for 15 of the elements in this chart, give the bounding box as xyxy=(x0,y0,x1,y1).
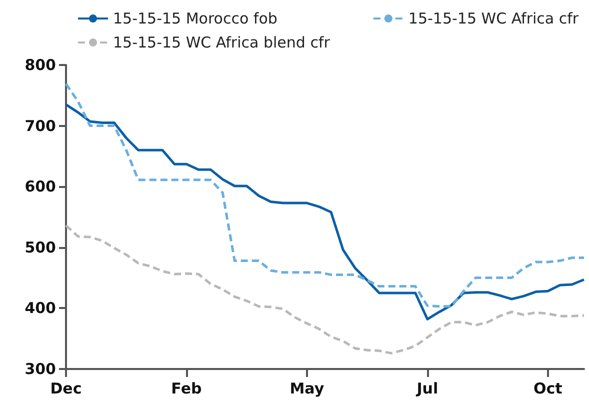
y-tick-label: 700 xyxy=(24,116,56,135)
y-tick-label: 800 xyxy=(24,56,56,74)
x-tick-label: Jul xyxy=(416,380,438,398)
legend-label: 15-15-15 Morocco fob xyxy=(113,10,278,28)
y-tick-label: 500 xyxy=(24,238,56,256)
legend-label: 15-15-15 WC Africa blend cfr xyxy=(113,34,331,52)
x-tick-label: Oct xyxy=(533,380,562,398)
x-tick-label: May xyxy=(290,380,324,398)
line-series xyxy=(64,224,586,354)
x-tick-label: Dec xyxy=(50,380,82,398)
y-tick-label: 300 xyxy=(24,360,56,378)
legend-label: 15-15-15 WC Africa cfr xyxy=(408,10,580,28)
y-tick-label: 600 xyxy=(24,178,56,196)
x-tick-label: Feb xyxy=(171,380,202,398)
y-tick-label: 400 xyxy=(24,299,56,318)
